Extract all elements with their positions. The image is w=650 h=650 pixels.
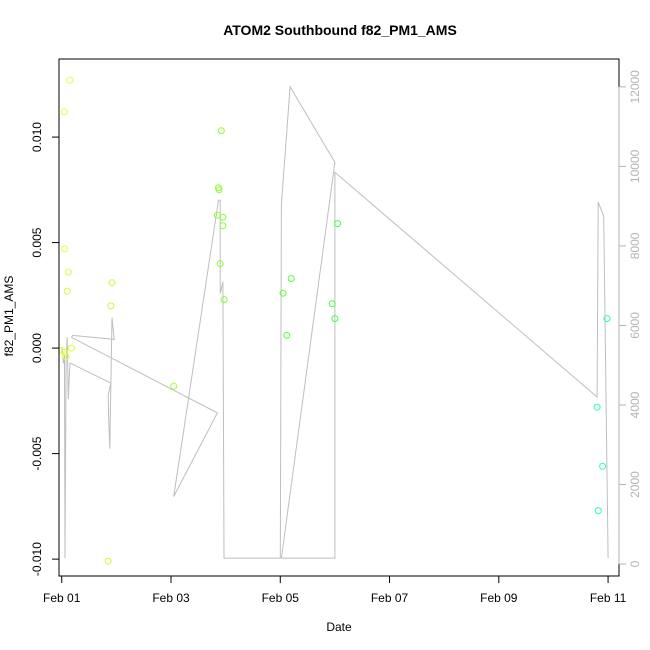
y-axis-right: 0 2000 4000 6000 8000 10000 12000 bbox=[618, 70, 642, 567]
data-point bbox=[594, 507, 602, 515]
data-point bbox=[216, 260, 224, 268]
data-point bbox=[593, 403, 601, 411]
data-point bbox=[279, 289, 287, 297]
data-point bbox=[68, 344, 76, 352]
data-point bbox=[603, 315, 611, 323]
data-point bbox=[108, 279, 116, 287]
data-point bbox=[328, 300, 336, 308]
y-tick-label: 0.000 bbox=[30, 333, 44, 363]
data-point bbox=[219, 213, 227, 221]
data-point bbox=[61, 245, 68, 253]
y-tick-label: -0.005 bbox=[30, 436, 44, 470]
line-series-group bbox=[61, 85, 609, 559]
x-tick-label: Feb 05 bbox=[262, 591, 300, 605]
y2-tick-label: 4000 bbox=[628, 391, 642, 418]
data-point bbox=[62, 353, 70, 360]
x-tick-label: Feb 07 bbox=[371, 591, 409, 605]
data-point bbox=[107, 302, 115, 310]
y2-tick-label: 0 bbox=[628, 560, 642, 567]
points-group bbox=[58, 76, 611, 565]
data-point bbox=[63, 287, 71, 295]
data-point bbox=[220, 296, 228, 304]
y2-tick-label: 12000 bbox=[628, 70, 642, 104]
data-point bbox=[217, 127, 225, 135]
x-tick-label: Feb 11 bbox=[590, 591, 627, 605]
data-point bbox=[61, 348, 68, 356]
y-axis-label: f82_PM1_AMS bbox=[2, 276, 16, 357]
data-point bbox=[170, 382, 178, 390]
x-tick-label: Feb 01 bbox=[43, 591, 81, 605]
data-point bbox=[104, 557, 112, 565]
x-tick-label: Feb 09 bbox=[480, 591, 518, 605]
y-axis-left: -0.010 -0.005 0.000 0.005 0.010 bbox=[30, 122, 60, 576]
y-tick-label: 0.010 bbox=[30, 122, 44, 152]
x-axis-label: Date bbox=[326, 620, 352, 634]
y2-tick-label: 10000 bbox=[628, 149, 642, 183]
y-tick-label: -0.010 bbox=[30, 542, 44, 576]
data-point bbox=[334, 220, 342, 228]
data-point bbox=[599, 462, 607, 470]
line-series bbox=[61, 85, 609, 559]
data-point bbox=[287, 275, 295, 282]
data-point bbox=[331, 315, 339, 323]
data-point bbox=[61, 108, 68, 116]
data-point bbox=[219, 222, 227, 230]
y2-tick-label: 6000 bbox=[628, 312, 642, 339]
x-tick-label: Feb 03 bbox=[152, 591, 190, 605]
y-tick-label: 0.005 bbox=[30, 227, 44, 257]
data-point bbox=[215, 186, 223, 194]
x-axis: Feb 01 Feb 03 Feb 05 Feb 07 Feb 09 Feb 11 bbox=[43, 575, 627, 605]
data-point bbox=[64, 268, 72, 276]
data-point bbox=[66, 76, 74, 84]
y2-tick-label: 8000 bbox=[628, 232, 642, 259]
y2-tick-label: 2000 bbox=[628, 471, 642, 498]
data-point bbox=[283, 331, 291, 339]
chart-title: ATOM2 Southbound f82_PM1_AMS bbox=[223, 22, 457, 38]
